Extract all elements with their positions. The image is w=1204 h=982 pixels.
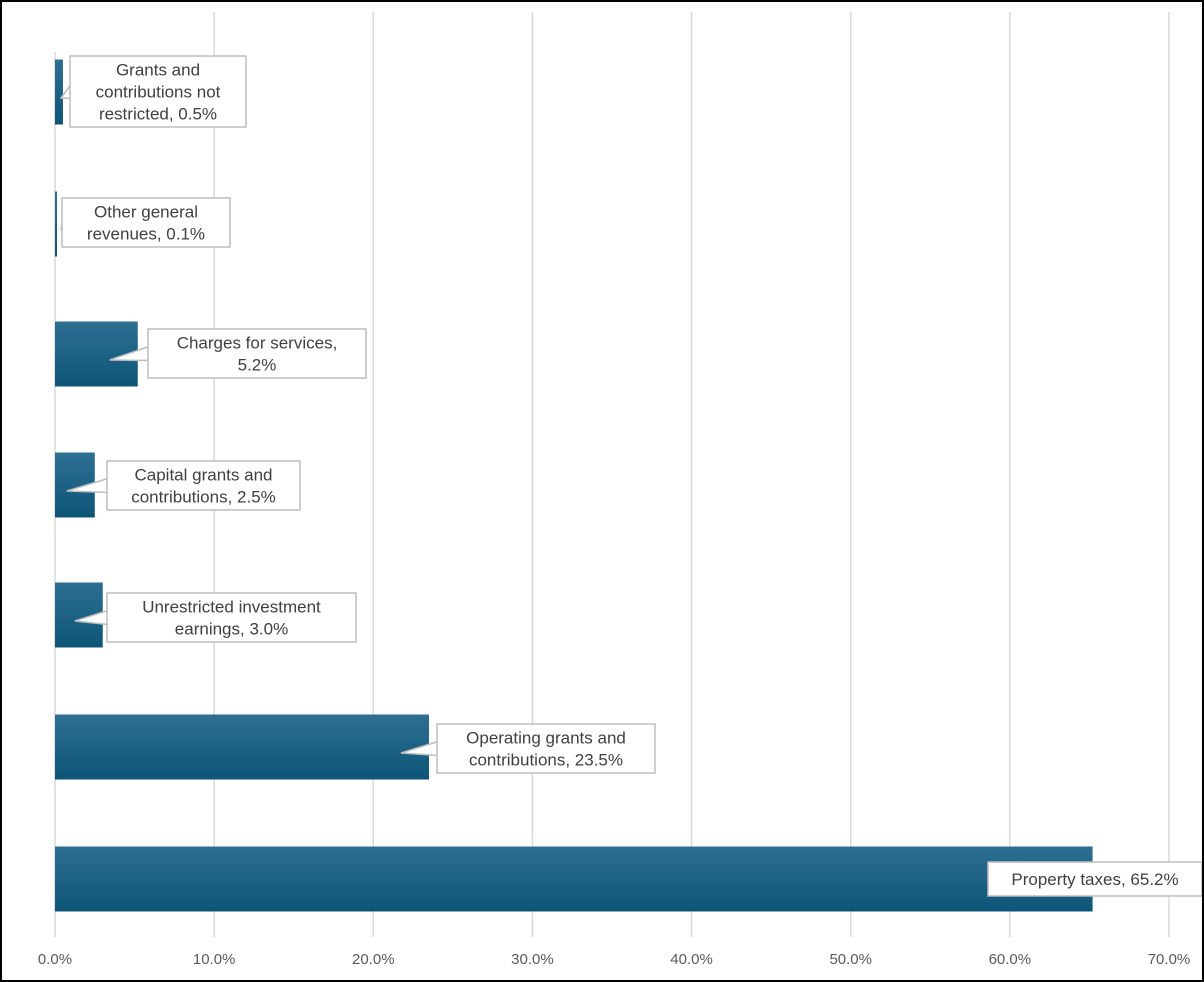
data-label: Operating grants and contributions, 23.5% [400, 723, 656, 774]
data-label: Unrestricted investment earnings, 3.0% [74, 592, 357, 643]
x-tick-label: 20.0% [352, 951, 395, 968]
data-label-text: earnings, 3.0% [175, 620, 288, 639]
x-tick-label: 30.0% [511, 951, 554, 968]
data-label-text: contributions, 2.5% [131, 488, 276, 507]
x-axis: 0.0% 10.0% 20.0% 30.0% 40.0% 50.0% 60.0% 70.0% [38, 951, 1190, 968]
bar [55, 714, 429, 780]
x-tick-label: 40.0% [670, 951, 713, 968]
bar [55, 191, 57, 257]
callout-box [69, 55, 247, 128]
data-label-text: Capital grants and [135, 466, 273, 485]
bars [55, 59, 1093, 912]
data-label-text: Property taxes, 65.2% [1011, 870, 1178, 889]
data-label-text: revenues, 0.1% [87, 225, 205, 244]
data-label: Other general revenues, 0.1% [60, 197, 231, 248]
data-label-text: contributions not [96, 83, 221, 102]
data-label-text: Other general [94, 203, 198, 222]
x-tick-label: 50.0% [829, 951, 872, 968]
data-label: Charges for services, 5.2% [109, 328, 367, 379]
x-tick-label: 0.0% [38, 951, 72, 968]
data-labels: Grants and contributions not restricted, 0… [59, 55, 1202, 897]
data-label-text: Grants and [116, 61, 200, 80]
data-label-text: Charges for services, [177, 334, 338, 353]
callout-box [106, 592, 357, 643]
callout-box [147, 328, 367, 379]
callout-box [61, 197, 231, 248]
data-label-text: Operating grants and [466, 729, 626, 748]
data-label-text: Unrestricted investment [142, 598, 321, 617]
data-label-text: 5.2% [238, 356, 277, 375]
bar [55, 846, 1093, 912]
callout-box [987, 861, 1202, 897]
callout-box [106, 460, 301, 511]
data-label: Property taxes, 65.2% [987, 861, 1202, 897]
x-tick-label: 70.0% [1148, 951, 1191, 968]
data-label-text: restricted, 0.5% [99, 105, 217, 124]
bar [55, 321, 138, 387]
x-tick-label: 60.0% [989, 951, 1032, 968]
data-label: Grants and contributions not restricted, 0… [59, 55, 247, 128]
data-label-text: contributions, 23.5% [469, 751, 623, 770]
gridlines [54, 12, 1170, 937]
bar [55, 59, 63, 125]
callout-box [436, 723, 656, 774]
x-tick-label: 10.0% [193, 951, 236, 968]
data-label: Capital grants and contributions, 2.5% [66, 460, 301, 511]
